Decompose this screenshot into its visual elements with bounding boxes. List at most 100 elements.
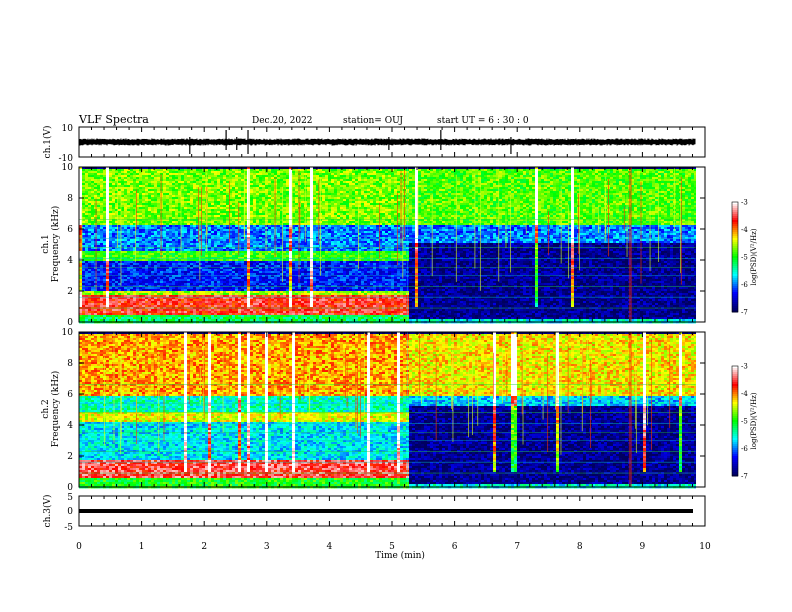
spectrogram-cell (121, 259, 125, 262)
spectrogram-cell (136, 271, 140, 274)
spectrogram-cell (145, 235, 149, 238)
spectrogram-cell (127, 211, 131, 214)
spectrogram-cell (136, 209, 140, 212)
spectrogram-cell (151, 271, 155, 274)
spectrogram-cell (142, 317, 146, 320)
spectrogram-cell (109, 177, 113, 180)
spectrogram-cell (103, 213, 107, 216)
spectrogram-cell (127, 193, 131, 196)
spectrogram-cell (79, 221, 83, 224)
ch1-waveform-spikes (189, 130, 512, 154)
spectrogram-cell (145, 203, 149, 206)
spectrogram-cell (124, 291, 128, 294)
spectrogram-cell (133, 317, 137, 320)
spectrogram-cell (118, 205, 122, 208)
spectrogram-cell (85, 213, 89, 216)
spectrogram-cell (151, 261, 155, 264)
spectrogram-cell (115, 293, 119, 296)
spectrogram-cell (142, 223, 146, 226)
spectrogram-cell (85, 255, 89, 258)
spectrogram-cell (112, 309, 116, 312)
spectrogram-cell (151, 249, 155, 252)
spectrogram-cell (139, 255, 143, 258)
spectrogram-cell (103, 173, 107, 176)
spectrogram-cell (121, 173, 125, 176)
spectrogram-cell (121, 191, 125, 194)
spectrogram-cell (94, 317, 98, 320)
spectrogram-cell (97, 259, 101, 262)
spectrogram-cell (139, 247, 143, 250)
spectrogram-cell (121, 193, 125, 196)
spectrogram-cell (142, 293, 146, 296)
spectrogram-cell (127, 203, 131, 206)
spectrogram-cell (79, 249, 83, 252)
spectrogram-cell (82, 235, 86, 238)
spectrogram-cell (151, 289, 155, 292)
spectrogram-cell (91, 177, 95, 180)
spectrogram-cell (97, 245, 101, 248)
spectrogram-cell (139, 317, 143, 320)
spectrogram-cell (91, 251, 95, 254)
spectrogram-cell (106, 241, 110, 244)
spectrogram-cell (97, 203, 101, 206)
spectrogram-cell (79, 247, 83, 250)
spectrogram-cell (82, 267, 86, 270)
spectrogram-cell (148, 233, 152, 236)
spectrogram-cell (127, 227, 131, 230)
spectrogram-cell (133, 217, 137, 220)
spectrogram-cell (148, 181, 152, 184)
spectrogram-cell (82, 291, 86, 294)
spectrogram-cell (82, 269, 86, 272)
spectrogram-cell (121, 235, 125, 238)
spectrogram-cell (157, 181, 161, 184)
spectrogram-cell (109, 249, 113, 252)
spectrogram-cell (157, 177, 161, 180)
spectrogram-cell (100, 287, 104, 290)
spectrogram-cell (130, 251, 134, 254)
spectrogram-cell (97, 177, 101, 180)
spectrogram-cell (139, 309, 143, 312)
spectrogram-cell (85, 225, 89, 228)
spectrogram-cell (85, 253, 89, 256)
spectrogram-cell (97, 313, 101, 316)
spectrogram-cell (148, 267, 152, 270)
spectrogram-cell (112, 231, 116, 234)
spectrogram-cell (115, 211, 119, 214)
spectrogram-cell (79, 273, 83, 276)
spectrogram-cell (100, 319, 104, 322)
spectrogram-cell (136, 171, 140, 174)
spectrogram-cell (109, 311, 113, 314)
spectrogram-cell (124, 167, 128, 170)
spectrogram-cell (112, 167, 116, 170)
spectrogram-cell (157, 225, 161, 228)
spectrogram-cell (130, 195, 134, 198)
spectrogram-cell (106, 181, 110, 184)
spectrogram-cell (139, 233, 143, 236)
spectrogram-cell (142, 301, 146, 304)
spectrogram-cell (103, 283, 107, 286)
spectrogram-cell (127, 263, 131, 266)
spectrogram-cell (88, 203, 92, 206)
spectrogram-cell (130, 287, 134, 290)
spectrogram-cell (82, 277, 86, 280)
spectrogram-cell (106, 177, 110, 180)
spectrogram-cell (106, 245, 110, 248)
spectrogram-cell (115, 253, 119, 256)
spectrogram-cell (148, 201, 152, 204)
spectrogram-cell (151, 317, 155, 320)
spectrogram-cell (121, 233, 125, 236)
spectrogram-cell (130, 189, 134, 192)
spectrogram-cell (124, 249, 128, 252)
spectrogram-cell (91, 317, 95, 320)
spectrogram-cell (121, 299, 125, 302)
spectrogram-cell (82, 273, 86, 276)
spectrogram-cell (139, 283, 143, 286)
spectrogram-cell (139, 201, 143, 204)
spectrogram-cell (85, 239, 89, 242)
spectrogram-cell (88, 279, 92, 282)
spectrogram-cell (85, 219, 89, 222)
spectrogram-cell (145, 167, 149, 170)
spectrogram-cell (133, 303, 137, 306)
spectrogram-cell (112, 259, 116, 262)
spectrogram-cell (85, 171, 89, 174)
